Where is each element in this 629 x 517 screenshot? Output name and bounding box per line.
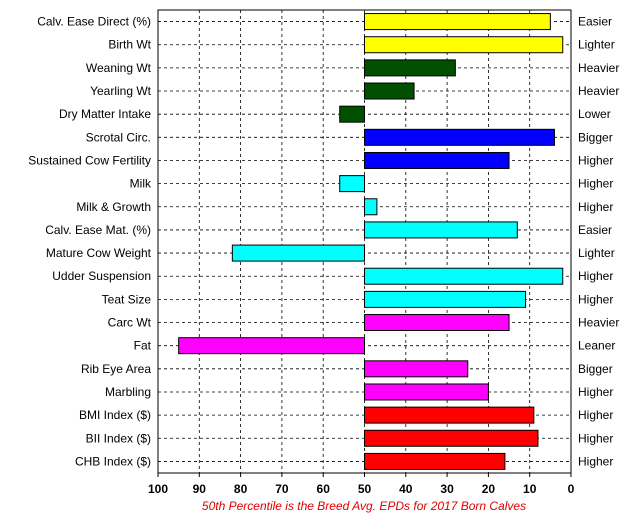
- direction-label: Lighter: [578, 38, 615, 52]
- bar: [364, 151, 510, 169]
- direction-label: Higher: [578, 408, 613, 422]
- x-tick-label: 30: [440, 482, 454, 496]
- category-label: Dry Matter Intake: [59, 107, 151, 121]
- category-label: BII Index ($): [86, 431, 151, 445]
- direction-label: Higher: [578, 292, 613, 306]
- category-label: Teat Size: [102, 292, 152, 306]
- bar: [364, 36, 564, 54]
- bar: [364, 452, 506, 470]
- x-tick-label: 0: [568, 482, 575, 496]
- bar: [364, 221, 518, 239]
- category-label: Birth Wt: [108, 38, 151, 52]
- category-label: Scrotal Circ.: [86, 130, 151, 144]
- bar: [364, 406, 535, 424]
- bar: [231, 244, 365, 262]
- category-label: Marbling: [105, 385, 151, 399]
- plot-area: [157, 9, 572, 474]
- bar: [364, 267, 564, 285]
- category-label: Weaning Wt: [86, 61, 152, 75]
- category-label: Carc Wt: [108, 316, 152, 330]
- category-labels: Calv. Ease Direct (%) Birth Wt Weaning Wt Y…: [28, 15, 152, 469]
- x-tick-label: 50: [358, 482, 372, 496]
- category-label: Udder Suspension: [52, 269, 151, 283]
- category-label: Milk: [130, 177, 152, 191]
- direction-label: Higher: [578, 200, 613, 214]
- category-label: CHB Index ($): [75, 454, 151, 468]
- bar: [339, 105, 366, 123]
- category-label: Milk & Growth: [76, 200, 151, 214]
- x-tick-label: 60: [317, 482, 331, 496]
- bar: [364, 383, 489, 401]
- direction-labels: Easier Lighter Heavier Heavier Lower Bigger Hi…: [578, 15, 619, 469]
- x-tick-labels: 100 90 80 70 60 50 40 30 20 10 0: [148, 473, 575, 496]
- direction-label: Heavier: [578, 84, 619, 98]
- x-tick-label: 20: [482, 482, 496, 496]
- bars-group: [178, 13, 564, 470]
- bar: [364, 429, 539, 447]
- bar: [364, 59, 456, 77]
- category-label: Sustained Cow Fertility: [28, 153, 151, 167]
- bar: [364, 128, 555, 146]
- category-label: Rib Eye Area: [81, 362, 151, 376]
- direction-label: Heavier: [578, 61, 619, 75]
- direction-label: Higher: [578, 153, 613, 167]
- direction-label: Higher: [578, 385, 613, 399]
- x-tick-label: 70: [275, 482, 289, 496]
- direction-label: Higher: [578, 431, 613, 445]
- x-tick-label: 80: [234, 482, 248, 496]
- bar: [178, 337, 365, 355]
- direction-label: Lower: [578, 107, 611, 121]
- bar: [364, 290, 527, 308]
- bar: [339, 175, 366, 193]
- direction-label: Easier: [578, 15, 612, 29]
- category-label: Yearling Wt: [90, 84, 152, 98]
- direction-label: Heavier: [578, 316, 619, 330]
- bar: [364, 360, 469, 378]
- bar: [364, 198, 378, 216]
- direction-label: Lighter: [578, 246, 615, 260]
- category-label: Calv. Ease Mat. (%): [45, 223, 151, 237]
- bar: [364, 314, 510, 332]
- x-tick-label: 40: [399, 482, 413, 496]
- x-tick-label: 10: [523, 482, 537, 496]
- category-label: Mature Cow Weight: [46, 246, 152, 260]
- direction-label: Higher: [578, 269, 613, 283]
- direction-label: Leaner: [578, 339, 615, 353]
- chart-caption: 50th Percentile is the Breed Avg. EPDs f…: [202, 499, 526, 513]
- direction-label: Bigger: [578, 362, 613, 376]
- category-label: BMI Index ($): [79, 408, 151, 422]
- x-tick-label: 90: [193, 482, 207, 496]
- category-label: Fat: [134, 339, 152, 353]
- category-label: Calv. Ease Direct (%): [37, 15, 151, 29]
- bar: [364, 82, 415, 100]
- bar: [364, 13, 551, 31]
- direction-label: Higher: [578, 177, 613, 191]
- direction-label: Higher: [578, 454, 613, 468]
- direction-label: Bigger: [578, 130, 613, 144]
- x-tick-label: 100: [148, 482, 168, 496]
- direction-label: Easier: [578, 223, 612, 237]
